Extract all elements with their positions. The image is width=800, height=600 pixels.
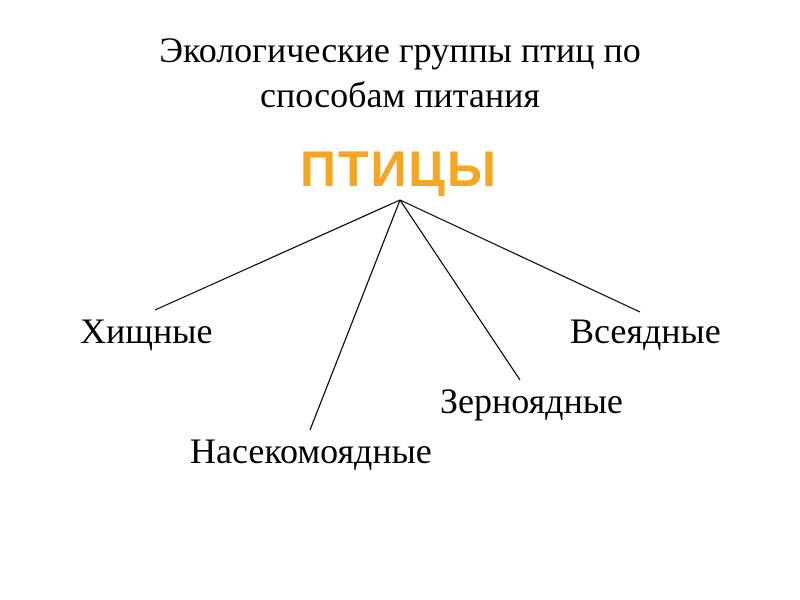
- branch-1: Насекомоядные: [190, 430, 432, 472]
- diagram-title: Экологические группы птиц по способам пи…: [0, 0, 800, 118]
- center-node: ПТИЦЫ: [300, 140, 498, 198]
- title-line-1: Экологические группы птиц по: [0, 28, 800, 73]
- branch-2: Зерноядные: [440, 380, 623, 422]
- branch-3: Всеядные: [570, 310, 721, 352]
- branch-0: Хищные: [80, 310, 212, 352]
- title-line-2: способам питания: [0, 73, 800, 118]
